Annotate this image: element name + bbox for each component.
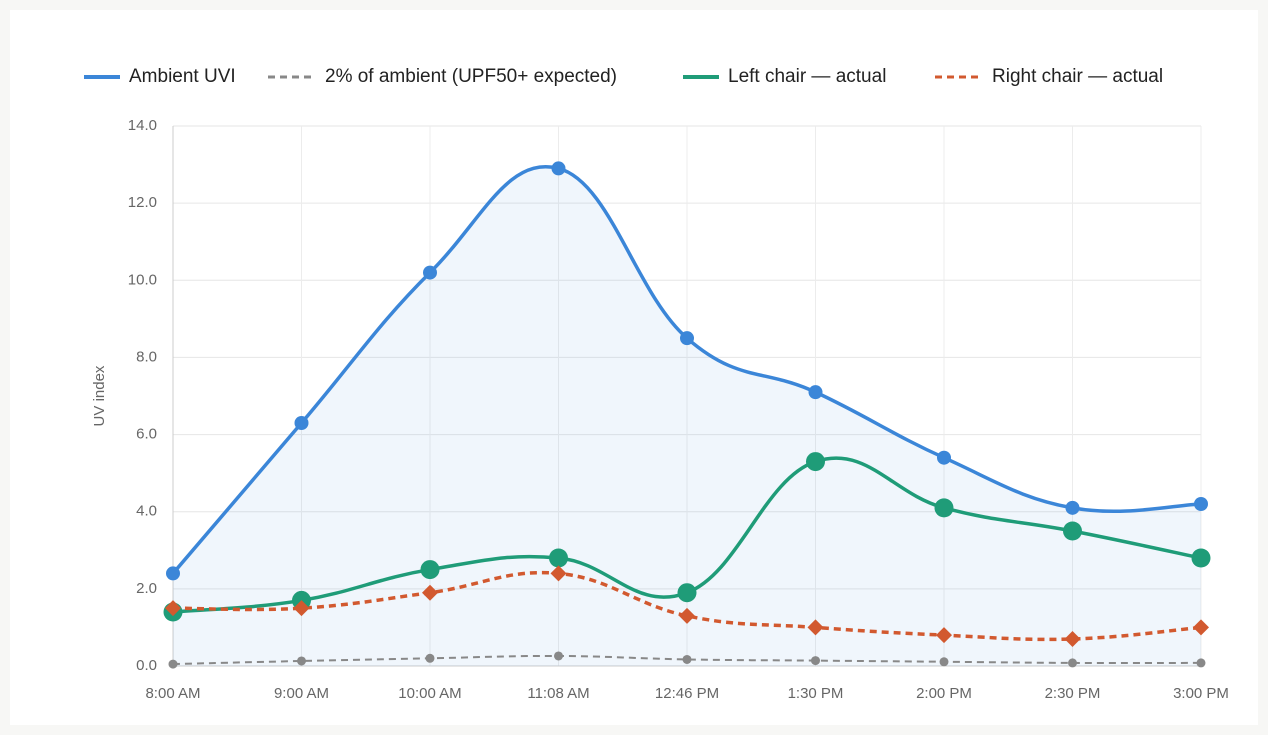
series-line <box>171 165 1202 575</box>
y-tick-label: 8.0 <box>136 348 157 365</box>
x-tick-label: 9:00 AM <box>274 685 329 702</box>
series-line <box>172 654 1202 666</box>
legend-label: Ambient UVI <box>129 66 236 87</box>
y-tick-label: 6.0 <box>136 426 157 443</box>
legend-label: Left chair — actual <box>728 66 886 87</box>
legend-item: 2% of ambient (UPF50+ expected) <box>268 66 617 87</box>
y-tick-label: 0.0 <box>136 657 157 674</box>
x-tick-label: 11:08 AM <box>527 685 589 702</box>
marker <box>807 619 824 636</box>
marker <box>808 385 823 400</box>
marker <box>554 651 563 661</box>
area <box>173 166 1201 666</box>
marker <box>293 600 310 617</box>
y-tick-label: 2.0 <box>136 580 157 597</box>
marker <box>1064 631 1081 647</box>
marker <box>551 161 566 176</box>
marker <box>936 627 952 644</box>
marker <box>297 656 306 666</box>
marker <box>677 583 697 603</box>
y-tick-label: 14.0 <box>128 117 157 134</box>
x-tick-label: 2:30 PM <box>1045 685 1101 702</box>
marker <box>294 416 309 430</box>
marker <box>1193 619 1209 636</box>
x-tick-label: 1:30 PM <box>788 685 844 702</box>
x-tick-label: 2:00 PM <box>916 685 972 702</box>
marker <box>549 548 568 568</box>
legend-item: Right chair — actual <box>935 66 1163 87</box>
y-tick-label: 4.0 <box>136 503 157 520</box>
marker <box>1194 497 1208 511</box>
marker <box>168 659 178 669</box>
marker <box>1065 500 1080 515</box>
marker <box>166 566 180 581</box>
marker <box>425 653 435 663</box>
marker <box>811 656 820 666</box>
marker <box>937 450 951 465</box>
marker <box>1068 658 1077 668</box>
y-tick-label: 12.0 <box>128 194 157 211</box>
legend-item: Left chair — actual <box>683 66 886 87</box>
x-tick-label: 8:00 AM <box>145 685 200 702</box>
y-tick-label: 10.0 <box>128 271 157 288</box>
marker <box>680 331 694 346</box>
marker <box>420 560 440 580</box>
x-tick-label: 3:00 PM <box>1173 685 1229 702</box>
marker <box>939 657 949 667</box>
x-tick-label: 12:46 PM <box>655 685 719 702</box>
series-line <box>172 570 1202 642</box>
marker <box>1063 521 1082 541</box>
marker <box>165 600 181 617</box>
marker <box>806 452 825 472</box>
marker <box>682 654 692 664</box>
legend-label: Right chair — actual <box>992 66 1163 87</box>
marker <box>679 607 695 624</box>
marker <box>422 584 438 601</box>
panel <box>10 10 1258 725</box>
y-axis-label: UV index <box>91 365 108 426</box>
marker <box>1196 658 1206 668</box>
marker <box>550 565 567 582</box>
x-tick-label: 10:00 AM <box>398 685 461 702</box>
legend-label: 2% of ambient (UPF50+ expected) <box>325 66 617 87</box>
marker <box>934 498 954 518</box>
marker <box>1191 548 1211 568</box>
legend-item: Ambient UVI <box>84 66 236 87</box>
marker <box>423 265 437 280</box>
